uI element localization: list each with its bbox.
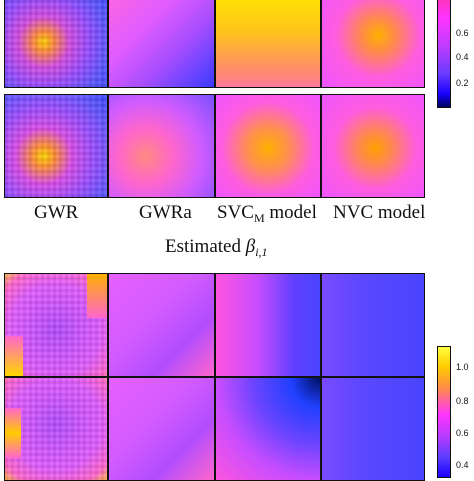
label-gwra: GWRa — [139, 202, 192, 223]
map-gwr-row3 — [4, 273, 108, 377]
map-gwra-row1 — [108, 0, 215, 88]
colorbar-top-tick-0: 0.6 — [456, 28, 469, 38]
gwr-row4-edge-highlight — [5, 408, 21, 458]
map-svcm-row3 — [215, 273, 321, 377]
map-gwra-row4 — [108, 377, 215, 481]
label-svcm-subscript: M — [253, 211, 265, 225]
map-nvc-row3 — [321, 273, 425, 377]
label-svcm-suffix: model — [264, 202, 317, 223]
colorbar-bottom-tick-3: 0.4 — [456, 460, 469, 470]
label-svcm-main: SVC — [217, 202, 254, 223]
colorbar-top-tick-2: 0.2 — [456, 78, 469, 88]
map-gwr-row1 — [4, 0, 108, 88]
gwr-row3-topright-highlight — [87, 274, 107, 318]
colorbar-top — [437, 0, 451, 108]
map-svcm-row4 — [215, 377, 321, 481]
map-svcm-row2 — [215, 94, 321, 198]
map-nvc-row4 — [321, 377, 425, 481]
caption-symbol: β — [245, 236, 256, 257]
colorbar-bottom-tick-1: 0.8 — [456, 396, 469, 406]
colorbar-bottom-tick-0: 1.0 — [456, 362, 469, 372]
colorbar-bottom-tick-2: 0.6 — [456, 428, 469, 438]
caption-estimated-beta: Estimated βi,1 — [165, 236, 268, 259]
colorbar-top-tick-1: 0.4 — [456, 52, 469, 62]
label-nvc: NVC model — [333, 202, 426, 223]
map-nvc-row2 — [321, 94, 425, 198]
caption-subscript: i,1 — [255, 245, 268, 259]
label-svcm: SVCM model — [217, 202, 317, 225]
caption-prefix: Estimated — [165, 236, 246, 257]
map-nvc-row1 — [321, 0, 425, 88]
map-gwr-row4 — [4, 377, 108, 481]
map-svcm-row1 — [215, 0, 321, 88]
map-gwra-row2 — [108, 94, 215, 198]
map-gwr-row2 — [4, 94, 108, 198]
label-gwr: GWR — [34, 202, 79, 223]
gwr-row3-corner-highlight — [5, 336, 23, 376]
map-gwra-row3 — [108, 273, 215, 377]
colorbar-bottom — [437, 346, 451, 478]
